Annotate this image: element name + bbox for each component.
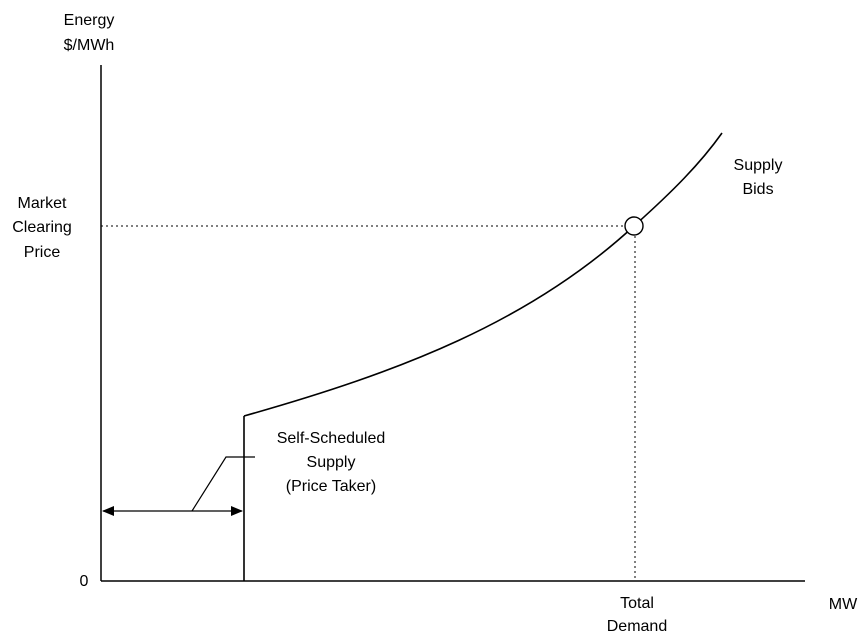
- market-clearing-price-line2: Clearing: [12, 219, 72, 236]
- total-demand-label-line1: Total: [620, 595, 654, 612]
- supply-bids-label-line1: Supply: [734, 157, 783, 174]
- y-axis-title-line2: $/MWh: [64, 37, 115, 54]
- x-axis-unit-label: MW: [829, 596, 858, 613]
- y-axis-title-line1: Energy: [64, 12, 115, 29]
- market-clearing-point-marker: [624, 216, 644, 236]
- y-axis-zero-label: 0: [80, 573, 89, 590]
- supply-bid-curve: [243, 132, 723, 417]
- self-scheduled-label-line3: (Price Taker): [286, 478, 376, 495]
- market-clearing-price-line1: Market: [18, 195, 67, 212]
- self-scheduled-label-line1: Self-Scheduled: [277, 430, 386, 447]
- self-scheduled-label-line2: Supply: [307, 454, 356, 471]
- supply-bids-label-line2: Bids: [742, 181, 773, 198]
- total-demand-label-line2: Demand: [607, 618, 667, 635]
- self-scheduled-leader-line: [191, 456, 255, 512]
- market-clearing-price-line3: Price: [24, 244, 61, 261]
